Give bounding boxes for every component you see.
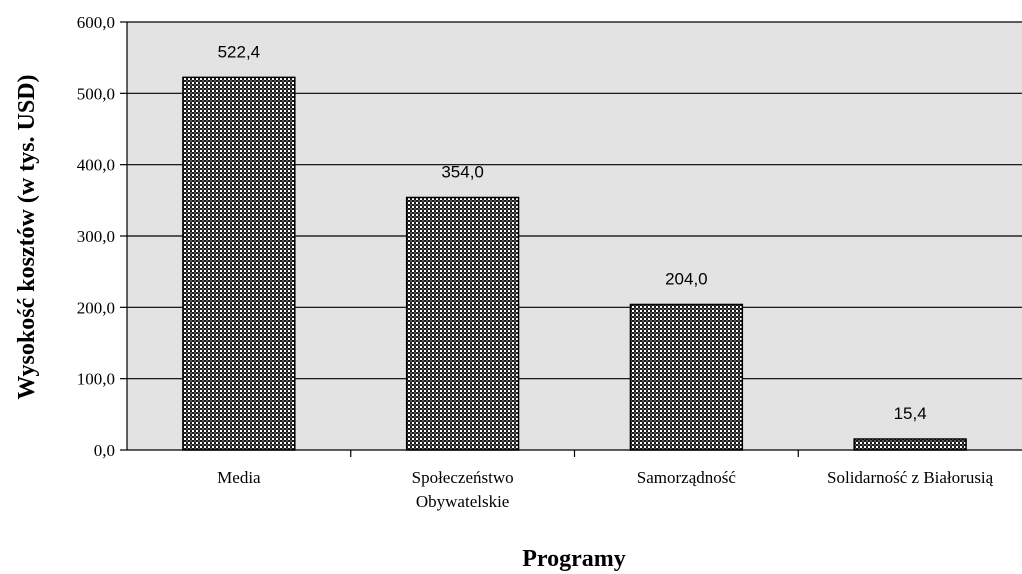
y-tick-label: 200,0 [77, 298, 115, 317]
data-label: 522,4 [218, 42, 261, 61]
y-tick-label: 600,0 [77, 13, 115, 32]
y-tick-label: 400,0 [77, 156, 115, 175]
y-tick-label: 0,0 [94, 441, 115, 460]
x-category-label: Solidarność z Białorusią [827, 468, 994, 487]
bar [853, 438, 967, 451]
data-label: 354,0 [441, 162, 484, 181]
x-category-label: Media [217, 468, 261, 487]
bar [405, 196, 520, 451]
y-tick-label: 300,0 [77, 227, 115, 246]
y-tick-labels: 0,0 100,0 200,0 300,0 400,0 500,0 600,0 [77, 13, 115, 460]
bars [182, 76, 967, 451]
x-category-label: Samorządność [637, 468, 737, 487]
x-category-labels: Media Społeczeństwo Obywatelskie Samorządno… [217, 468, 994, 511]
data-label: 15,4 [894, 404, 927, 423]
y-tick-label: 500,0 [77, 84, 115, 103]
x-category-label: Społeczeństwo Obywatelskie [412, 468, 514, 511]
data-labels: 522,4 354,0 204,0 15,4 [218, 42, 927, 423]
y-tick-label: 100,0 [77, 370, 115, 389]
bar [629, 303, 744, 451]
bar [182, 76, 296, 451]
y-axis-title: Wysokość kosztów (w tys. USD) [14, 74, 40, 399]
axes [120, 21, 1022, 457]
x-axis-title: Programy [522, 546, 626, 572]
data-label: 204,0 [665, 269, 708, 288]
